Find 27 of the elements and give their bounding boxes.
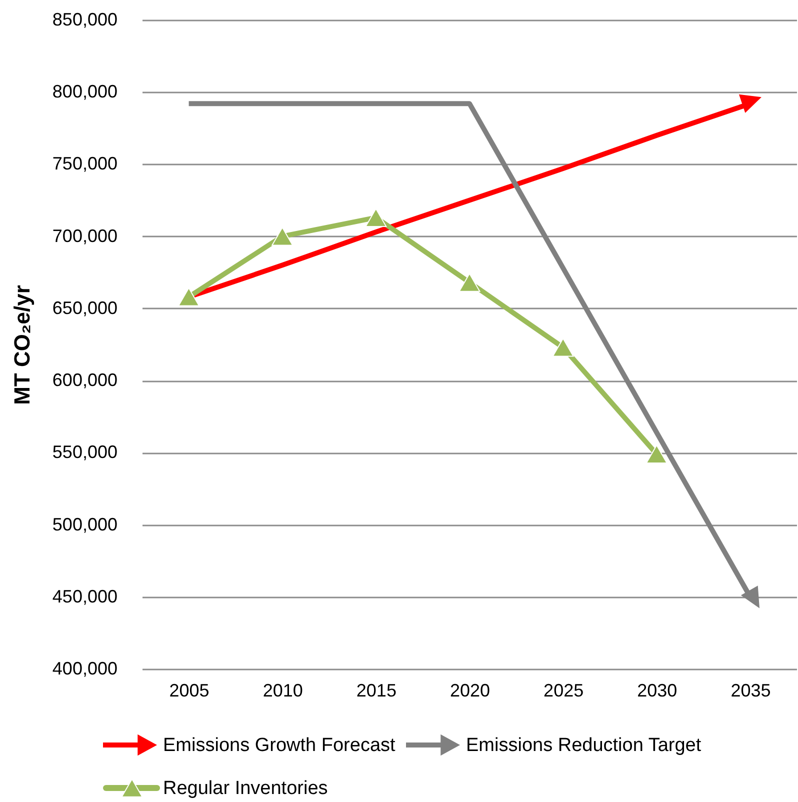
x-tick-label: 2030	[637, 680, 678, 700]
point	[646, 444, 668, 464]
legend-label: Emissions Reduction Target	[466, 735, 702, 756]
x-tick-label: 2035	[730, 680, 771, 700]
x-tick-label: 2020	[450, 680, 490, 700]
y-tick-label: 650,000	[52, 298, 118, 318]
y-axis-title: MT CO₂e/yr	[9, 284, 34, 405]
y-tick-label: 700,000	[52, 226, 118, 246]
legend-label: Regular Inventories	[163, 778, 328, 799]
y-tick-label: 450,000	[52, 586, 118, 606]
point	[552, 338, 574, 357]
point	[458, 273, 480, 292]
point	[365, 208, 387, 227]
x-tick-label: 2005	[169, 680, 210, 700]
y-tick-label: 550,000	[52, 442, 118, 462]
y-tick-label: 800,000	[52, 82, 118, 102]
point	[178, 288, 200, 306]
x-tick-label: 2025	[544, 680, 584, 700]
y-tick-label: 750,000	[52, 154, 118, 174]
y-tick-label: 850,000	[52, 10, 118, 30]
x-tick-label: 2015	[356, 680, 396, 700]
legend-label: Emissions Growth Forecast	[163, 735, 396, 756]
point	[272, 226, 294, 246]
x-tick-label: 2010	[262, 680, 303, 700]
y-tick-label: 400,000	[52, 658, 118, 678]
y-tick-label: 500,000	[52, 514, 118, 534]
y-tick-label: 600,000	[52, 370, 118, 390]
